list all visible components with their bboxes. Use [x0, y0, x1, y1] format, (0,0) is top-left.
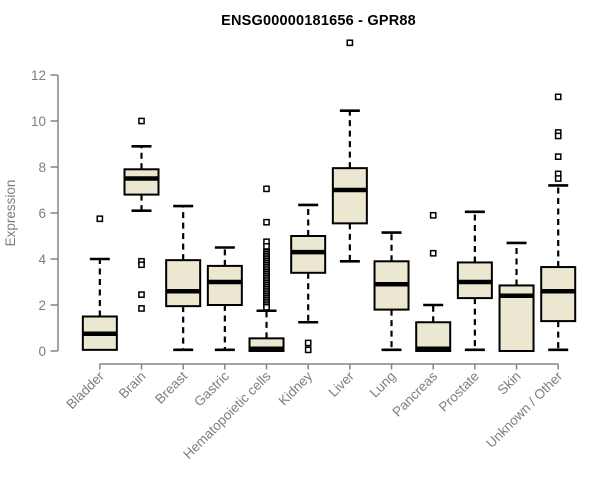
x-category-label: Bladder: [63, 368, 107, 412]
box: [415, 321, 452, 352]
x-category-label: Prostate: [436, 369, 482, 415]
outlier-point: [263, 243, 270, 250]
box: [540, 266, 577, 323]
x-category-label: Lung: [367, 369, 399, 401]
y-tick-label: 6: [38, 206, 46, 221]
y-tick-label: 12: [31, 68, 46, 83]
outlier-point: [304, 339, 312, 347]
outlier-point: [138, 117, 145, 125]
chart-title: ENSG00000181656 - GPR88: [221, 13, 416, 29]
outlier-point: [304, 346, 312, 354]
box: [331, 167, 368, 225]
outlier-point: [138, 261, 145, 269]
box: [290, 235, 327, 274]
y-tick-label: 10: [31, 114, 46, 129]
outlier-point: [429, 249, 437, 257]
box: [123, 168, 160, 196]
y-tick-label: 2: [38, 298, 46, 313]
box: [206, 264, 243, 306]
outlier-point: [554, 132, 562, 140]
box: [165, 259, 202, 308]
outlier-point: [429, 211, 437, 219]
outlier-point: [554, 153, 562, 161]
outlier-point: [263, 185, 270, 193]
y-tick-label: 0: [38, 344, 46, 359]
x-category-label: Brain: [116, 369, 149, 402]
y-axis-title: Expression: [3, 180, 18, 247]
outlier-point: [138, 305, 145, 312]
outlier-point: [554, 175, 562, 182]
outlier-point: [96, 215, 104, 223]
y-tick-label: 8: [38, 160, 46, 175]
x-category-label: Unknown / Other: [483, 368, 566, 451]
x-category-label: Liver: [326, 368, 358, 400]
outlier-point: [138, 291, 145, 298]
x-category-label: Pancreas: [389, 368, 440, 419]
y-tick-label: 4: [38, 252, 46, 267]
outlier-point: [263, 218, 270, 226]
x-category-label: Breast: [152, 368, 190, 406]
outlier-point: [554, 93, 562, 101]
x-category-label: Kidney: [276, 368, 316, 408]
x-category-label: Skin: [494, 369, 523, 398]
outlier-point: [346, 39, 354, 47]
x-category-label: Gastric: [191, 368, 232, 409]
outlier-point: [263, 303, 270, 311]
